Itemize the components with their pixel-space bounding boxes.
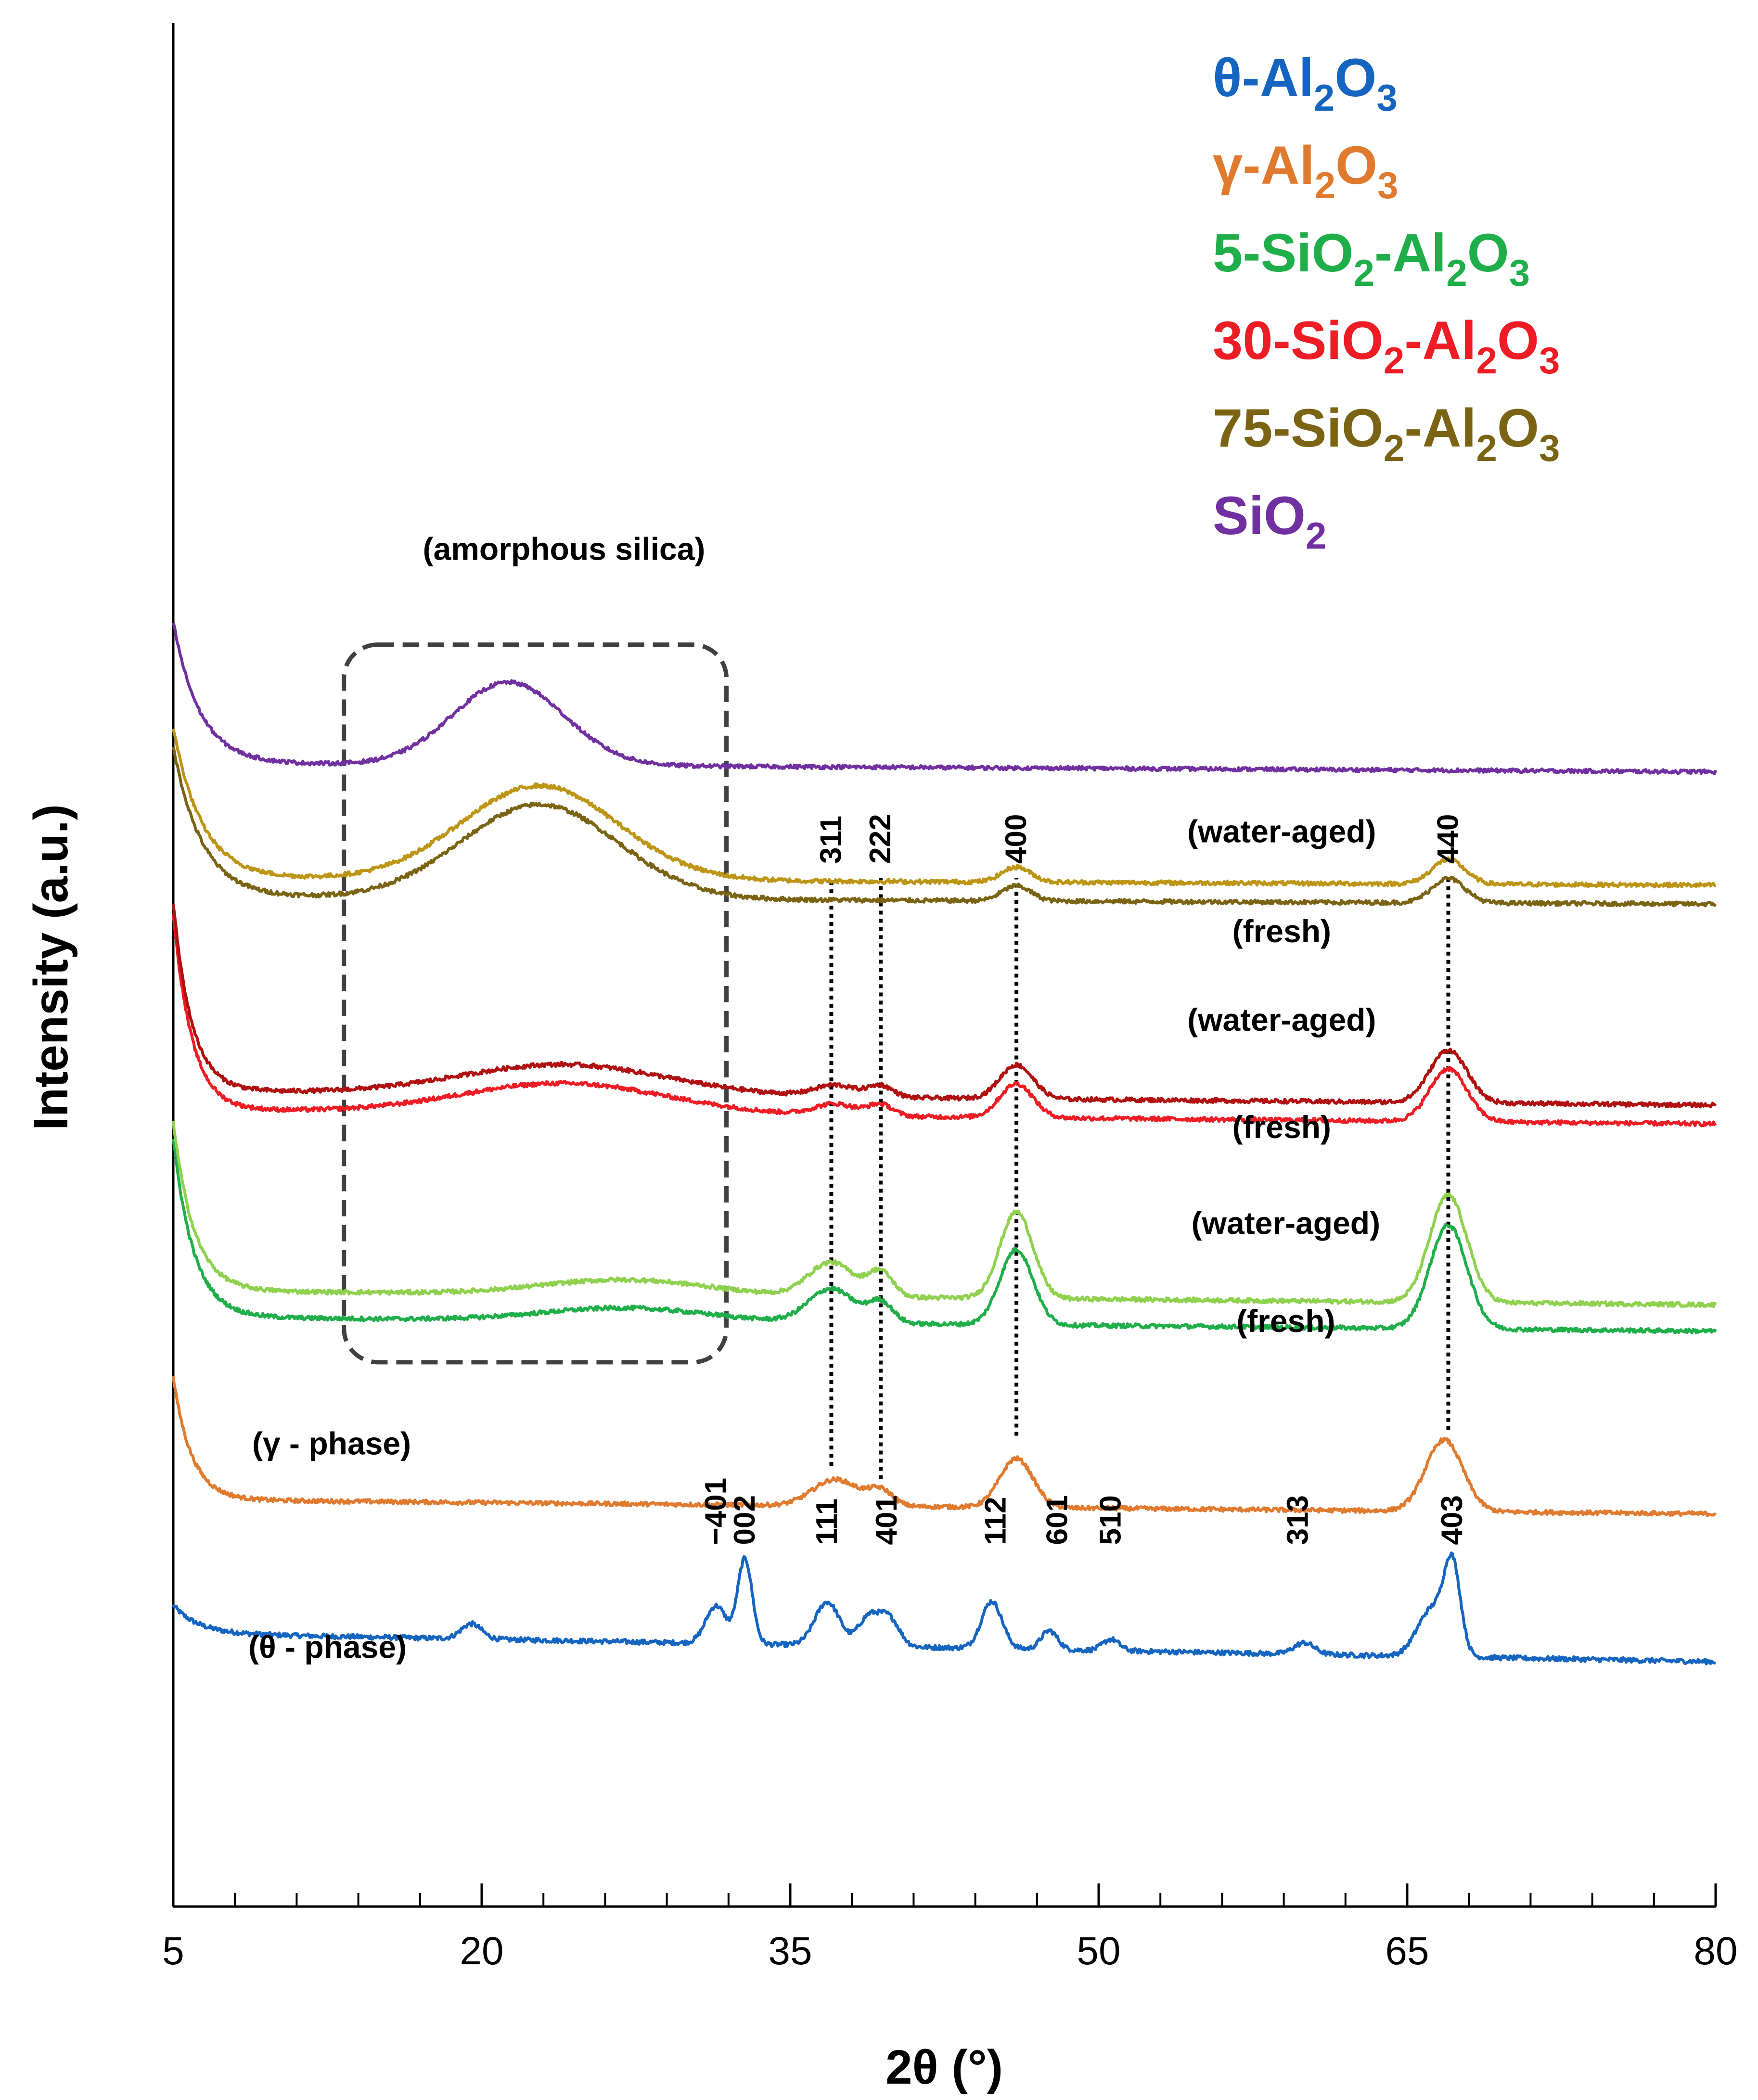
annotations: (amorphous silica) (water-aged) (fresh) (wa… [248,531,1380,1665]
x-axis-title: 2θ (°) [885,2040,1003,2094]
legend-entry: 30-SiO2-Al2O3 [1213,310,1560,382]
annotation-text: (fresh) [1232,1109,1331,1145]
x-tick-label: 20 [460,1929,503,1973]
reflection-label: 440 [1431,814,1464,864]
reflection-label: 400 [1000,814,1033,864]
x-tick-labels: 5 20 35 50 65 80 [162,1929,1737,1973]
series-line [172,1139,1717,1334]
legend-entry: 75-SiO2-Al2O3 [1213,398,1560,469]
annotation-text: (amorphous silica) [423,531,706,566]
series-line [172,729,1716,889]
reference-lines [829,878,1450,1479]
theta-reflection-label: 112 [979,1497,1012,1545]
legend-entry: θ-Al2O3 [1213,48,1398,119]
y-axis-title: Intensity (a.u.) [24,804,78,1130]
plot-axes [172,23,1716,1908]
annotation-text: (water-aged) [1187,814,1376,849]
series-line [172,904,1717,1109]
theta-reflection-label: 111 [810,1498,844,1545]
gamma-reflection-labels: 311 222 400 440 [814,814,1464,864]
amorphous-silica-box [342,642,729,1365]
series-line [172,1121,1717,1308]
legend: θ-Al2O3 γ-Al2O3 5-SiO2-Al2O3 30-SiO2-Al2O3 7… [1213,48,1560,557]
legend-entry: 5-SiO2-Al2O3 [1213,223,1530,294]
annotation-text: (water-aged) [1187,1002,1376,1037]
theta-reflection-label: −401 [699,1478,732,1545]
series-line [172,1551,1716,1665]
series-line [172,746,1717,908]
legend-entry: γ-Al2O3 [1213,135,1399,206]
theta-reflection-label: 002 [728,1495,761,1545]
reflection-label: 311 [814,816,847,864]
annotation-text: (θ - phase) [248,1629,407,1665]
theta-reflection-label: 401 [870,1495,903,1545]
series-line [172,1376,1717,1517]
diffraction-series [172,622,1717,1665]
reflection-label: 222 [864,814,897,864]
x-major-ticks [172,1883,1717,1907]
annotation-text: (fresh) [1232,913,1331,949]
x-tick-label: 65 [1385,1929,1429,1973]
series-line [172,622,1717,775]
annotation-text: (water-aged) [1192,1205,1380,1241]
legend-entry: SiO2 [1213,486,1326,557]
theta-reflection-label: 510 [1094,1495,1128,1545]
theta-reflection-label: 403 [1436,1495,1469,1545]
x-tick-label: 35 [768,1929,812,1973]
annotation-text: (fresh) [1236,1303,1335,1339]
x-minor-ticks [172,1893,1717,1907]
x-tick-label: 50 [1077,1929,1120,1973]
theta-reflection-label: 601 [1041,1495,1074,1545]
x-tick-label: 5 [162,1929,184,1973]
series-line [172,914,1717,1127]
theta-reflection-label: 313 [1282,1495,1315,1545]
annotation-text: (γ - phase) [252,1426,411,1461]
x-tick-label: 80 [1694,1929,1737,1973]
